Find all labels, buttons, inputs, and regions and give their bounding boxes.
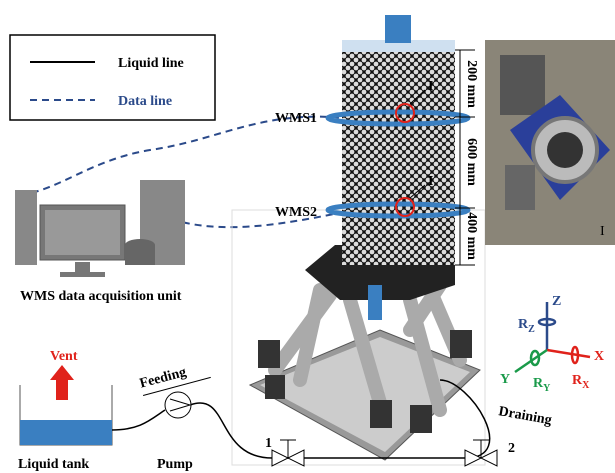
column-cap: [385, 15, 411, 43]
legend-text: Liquid line: [118, 56, 184, 71]
detail-label: I: [428, 174, 433, 189]
draining-label: Draining: [497, 404, 552, 428]
vent-arrow: [50, 365, 74, 400]
axis-label: Z: [552, 294, 561, 309]
valve-label: 1: [265, 436, 272, 451]
detail-label: I: [428, 79, 433, 94]
computer: [15, 180, 185, 277]
dimension-label: 400 mm: [464, 212, 479, 260]
axes: [515, 302, 590, 372]
axis-label: RY: [533, 376, 551, 394]
valve: [465, 440, 497, 466]
pump: [165, 392, 191, 418]
acquisition-label: WMS data acquisition unit: [20, 289, 182, 304]
axis-label-sub: Y: [543, 383, 551, 394]
legend-text: Data line: [118, 94, 172, 109]
data-line: [160, 212, 345, 227]
tank-label: Liquid tank: [18, 457, 89, 472]
dimension-label: 200 mm: [464, 60, 479, 108]
legend-box: [10, 35, 215, 120]
sensor-label: WMS2: [275, 205, 317, 220]
vent-label: Vent: [50, 349, 78, 364]
valve: [272, 440, 304, 466]
dimension-label: 600 mm: [464, 138, 479, 186]
axis-label-sub: Z: [528, 324, 535, 335]
diagram: Liquid line Data line I I WMS1 WMS2 200 …: [0, 0, 615, 473]
tank-liquid: [20, 420, 112, 445]
hexapod: [250, 245, 480, 460]
axis-label: RZ: [518, 317, 535, 335]
valve-label: 2: [508, 441, 515, 456]
pump-label: Pump: [157, 457, 193, 472]
sensor-label: WMS1: [275, 111, 317, 126]
axis-label: RX: [572, 373, 590, 391]
column: [342, 40, 455, 265]
axis-label: Y: [500, 372, 510, 387]
axis-label: X: [594, 349, 604, 364]
photo: [485, 40, 615, 245]
axis-label-sub: X: [582, 380, 590, 391]
feeding-label: Feeding: [138, 365, 188, 392]
photo-label: I: [600, 224, 605, 239]
